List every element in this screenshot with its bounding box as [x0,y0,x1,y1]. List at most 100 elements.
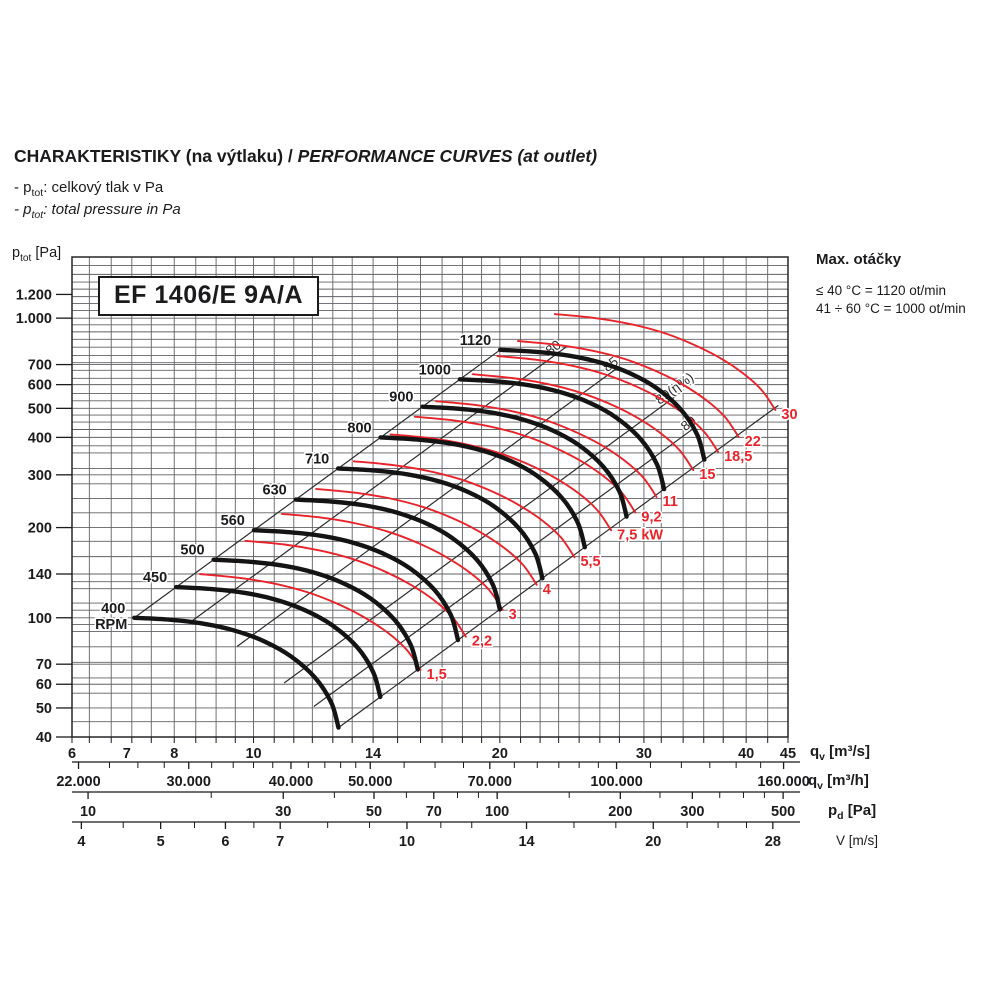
svg-text:500: 500 [28,401,52,417]
legend-line-english: - ptot: total pressure in Pa [14,201,181,221]
power-curve [434,400,658,498]
rpm-curve [293,497,503,612]
power-curve [496,355,720,453]
y-axis-ticks: 40 50 60 70 100 140 200 300 400 500 600 700 1.000 1.2… [16,287,72,746]
power-curve-label: 5,5 [580,554,600,570]
rpm-label: 1120 [460,333,491,349]
power-curve-label: 9,2 [641,510,661,526]
power-curve [471,373,695,472]
svg-text:30: 30 [275,804,291,820]
svg-text:6: 6 [221,834,229,850]
power-curve-label: 18,5 [724,449,752,465]
svg-text:4: 4 [77,834,85,850]
efficiency-line [236,365,620,647]
power-curve [198,573,422,671]
svg-text:30.000: 30.000 [167,774,211,790]
rpm-label: 500 [180,543,204,559]
rpm-label: 800 [347,420,371,436]
svg-text:7: 7 [123,746,131,762]
svg-text:700: 700 [28,358,52,374]
svg-text:300: 300 [28,468,52,484]
svg-text:14: 14 [518,834,534,850]
grid [71,256,789,738]
efficiency-line [191,345,568,622]
svg-text:600: 600 [28,378,52,394]
rpm-unit-label: RPM [95,617,127,633]
rpm-label: 900 [389,390,413,406]
power-curve-label: 4 [543,582,551,598]
max-speed-line2: 41 ÷ 60 °C = 1000 ot/min [816,301,966,316]
svg-text:7: 7 [276,834,284,850]
svg-text:10: 10 [399,834,415,850]
svg-text:10: 10 [245,746,261,762]
svg-text:100: 100 [485,804,509,820]
svg-text:60: 60 [36,677,52,693]
svg-text:20: 20 [492,746,508,762]
rpm-label: 400 [101,601,125,617]
svg-text:40: 40 [738,746,754,762]
x-axis-m3s: 6 7 8 10 14 20 30 40 45 [68,737,796,762]
power-curve-label: 3 [509,607,517,623]
x-axis-v: 4 5 6 7 10 14 20 28 [72,821,800,850]
svg-text:100: 100 [28,611,52,627]
x-axis-pd: 10 30 50 70 100 200 300 500 [72,791,800,820]
rpm-label: 450 [143,570,167,586]
svg-text:5: 5 [157,834,165,850]
svg-text:160.000: 160.000 [757,774,809,790]
upper-boundary-line [133,349,501,619]
power-curve [352,460,576,559]
rpm-label: 710 [305,451,329,467]
power-curve [389,433,613,532]
svg-text:1.200: 1.200 [16,287,52,303]
x-axis-unit-m3s: qv [m³/s] [810,743,871,763]
power-curve-label: 30 [781,407,797,423]
max-speed-line1: ≤ 40 °C = 1120 ot/min [816,283,947,298]
rpm-curve [132,615,341,730]
x-axis-unit-v: V [m/s] [836,833,879,848]
legend-line-czech: - ptot: celkový tlak v Pa [14,179,164,199]
svg-text:100.000: 100.000 [590,774,642,790]
power-curve-label: 2,2 [472,634,492,650]
svg-text:50: 50 [36,701,52,717]
svg-text:70.000: 70.000 [468,774,512,790]
svg-text:500: 500 [771,804,795,820]
svg-text:70: 70 [426,804,442,820]
power-curve-label: 7,5 kW [617,527,663,543]
power-curve-label: 11 [663,494,678,510]
x-axis-unit-pd: pd [Pa] [828,802,877,822]
svg-text:45: 45 [780,746,796,762]
rpm-curve [378,435,587,550]
power-curve [281,512,504,611]
svg-text:200: 200 [28,521,52,537]
rpm-label: 630 [263,483,287,499]
svg-text:1.000: 1.000 [16,311,52,327]
rpm-curve [336,466,545,581]
max-speed-title: Max. otáčky [816,251,902,268]
rpm-label: 1000 [419,362,451,378]
model-label-box: EF 1406/E 9A/A [98,276,320,316]
power-curve [315,487,538,586]
page-title-czech: CHARAKTERISTIKY (na výtlaku) / [14,146,298,166]
page-title-english: PERFORMANCE CURVES (at outlet) [297,146,598,166]
svg-text:200: 200 [608,804,632,820]
svg-text:10: 10 [80,804,96,820]
svg-text:140: 140 [28,567,52,583]
rpm-curve [498,347,707,462]
y-axis-unit-label: ptot [Pa] [12,245,62,264]
svg-text:300: 300 [680,804,704,820]
svg-text:40: 40 [36,730,52,746]
page-title: CHARAKTERISTIKY (na výtlaku) / PERFORMAN… [14,146,597,167]
power-curve [517,340,740,438]
svg-text:8: 8 [170,746,178,762]
max-speed-note: Max. otáčky ≤ 40 °C = 1120 ot/min 41 ÷ 6… [816,251,966,318]
svg-text:50: 50 [366,804,382,820]
svg-text:20: 20 [645,834,661,850]
svg-text:28: 28 [765,834,781,850]
x-axis-m3h: 22.000 30.000 40.000 50.000 70.000 100.000 160… [56,761,810,790]
rpm-curve [420,404,629,519]
rpm-curve [211,557,420,672]
